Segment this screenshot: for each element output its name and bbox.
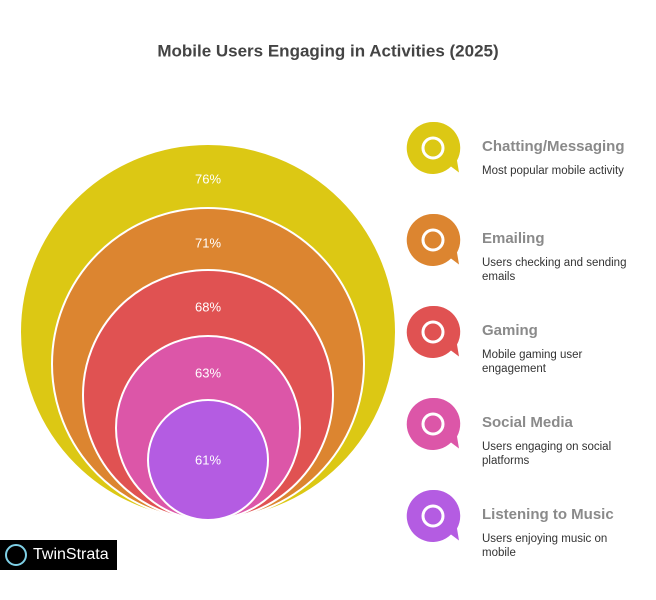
legend-item: Listening to Music Users enjoying music o… — [482, 506, 642, 560]
legend-item: Social Media Users engaging on social pla… — [482, 414, 642, 468]
value-label: 68% — [195, 299, 221, 314]
legend-title: Gaming — [482, 322, 538, 339]
legend-item: Chatting/Messaging Most popular mobile ac… — [482, 138, 642, 178]
icon-glyph — [421, 228, 445, 252]
legend-item: Emailing Users checking and sending email… — [482, 230, 642, 284]
value-label: 76% — [195, 171, 221, 186]
value-label: 71% — [195, 235, 221, 250]
logo-text: TwinStrata — [33, 546, 109, 563]
ring — [147, 399, 269, 521]
legend-description: Users engaging on social platforms — [482, 441, 612, 467]
legend-item: Gaming Mobile gaming user engagement — [482, 322, 642, 376]
legend-description: Users checking and sending emails — [482, 257, 627, 283]
logo-icon — [5, 544, 27, 566]
value-label: 63% — [195, 365, 221, 380]
icon-glyph — [421, 320, 445, 344]
legend-title: Listening to Music — [482, 506, 614, 523]
icon-glyph — [421, 136, 445, 160]
legend-description: Users enjoying music on mobile — [482, 533, 608, 559]
value-label: 61% — [195, 452, 221, 467]
legend-description: Mobile gaming user engagement — [482, 349, 583, 375]
legend-description: Most popular mobile activity — [482, 165, 624, 177]
icon-badge — [406, 213, 461, 266]
legend-title: Social Media — [482, 414, 573, 431]
icon-badge — [406, 397, 461, 450]
icon-badge — [406, 121, 461, 174]
icon-glyph — [421, 412, 445, 436]
watermark: TwinStrata — [0, 540, 117, 570]
legend-title: Chatting/Messaging — [482, 138, 625, 155]
icon-badge — [406, 305, 461, 358]
icon-badge — [406, 489, 461, 542]
chart-title: Mobile Users Engaging in Activities (202… — [157, 41, 498, 60]
icon-glyph — [421, 504, 445, 528]
legend-title: Emailing — [482, 230, 545, 247]
